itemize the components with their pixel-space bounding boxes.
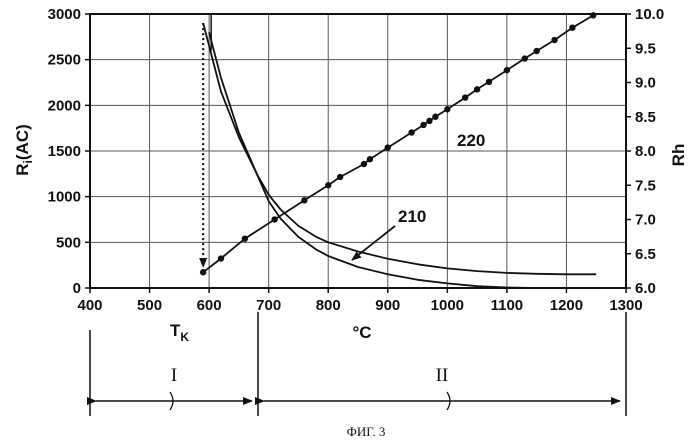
x-axis: 400 500 600 700 800 900 1000 1100 1200 1300 [77, 288, 642, 314]
data-point [271, 216, 277, 222]
y-left-tick-label: 3000 [48, 6, 81, 23]
y-right-tick-label: 6.0 [635, 280, 656, 297]
data-point [569, 25, 575, 31]
data-point [474, 86, 480, 92]
data-point [590, 12, 596, 18]
y-axis-left-label: Ri(AC) [13, 124, 35, 176]
data-point [432, 114, 438, 120]
y-right-tick-label: 7.5 [635, 177, 656, 194]
data-point [325, 182, 331, 188]
data-point [533, 48, 539, 54]
y-left-tick-label: 2500 [48, 52, 81, 69]
y-left-tick-label: 500 [56, 234, 81, 251]
y-left-tick-label: 2000 [48, 97, 81, 114]
line-220-label: 220 [457, 131, 485, 150]
figure-caption: ФИГ. 3 [347, 424, 386, 439]
y-left-tick-label: 1500 [48, 143, 81, 160]
y-left-tick-label: 1000 [48, 189, 81, 206]
grid [90, 14, 626, 288]
x-axis-label: °C [352, 323, 371, 342]
x-tick-label: 1000 [431, 297, 464, 314]
x-tick-label: 1300 [609, 297, 642, 314]
x-tick-label: 1200 [550, 297, 583, 314]
data-point [218, 255, 224, 261]
y-axis-right: 6.0 6.5 7.0 7.5 8.0 8.5 9.0 9.5 10.0 [626, 6, 664, 297]
data-point [522, 55, 528, 61]
curve-210-label: 210 [398, 207, 426, 226]
data-point [486, 79, 492, 85]
series-line-210 [203, 23, 596, 274]
y-left-tick-label: 0 [73, 280, 81, 297]
x-tick-label: 600 [197, 297, 222, 314]
data-point [337, 174, 343, 180]
x-tick-label: 500 [137, 297, 162, 314]
y-right-tick-label: 7.0 [635, 212, 656, 229]
data-point [504, 67, 510, 73]
data-point [301, 197, 307, 203]
y-axis-right-label: Rh [669, 144, 688, 167]
data-point [367, 156, 373, 162]
series-line-220 [203, 15, 593, 272]
tk-label: TK [170, 321, 189, 344]
data-point [444, 106, 450, 112]
region-1-label: I [171, 365, 177, 386]
y-right-tick-label: 9.5 [635, 40, 656, 57]
data-point [426, 118, 432, 124]
data-point [462, 94, 468, 100]
y-right-tick-label: 8.0 [635, 143, 656, 160]
data-point [408, 129, 414, 135]
series-line-curve-2 [209, 32, 596, 288]
x-tick-label: 800 [316, 297, 341, 314]
data-point [361, 161, 367, 167]
x-tick-label: 900 [375, 297, 400, 314]
y-axis-left: 0 500 1000 1500 2000 2500 3000 [48, 6, 90, 297]
data-point [420, 122, 426, 128]
y-right-tick-label: 6.5 [635, 246, 656, 263]
y-right-tick-label: 9.0 [635, 75, 656, 92]
y-right-tick-label: 8.5 [635, 109, 656, 126]
y-right-tick-label: 10.0 [635, 6, 664, 23]
data-point [551, 37, 557, 43]
series-layer [200, 12, 596, 288]
region-2-label: II [436, 365, 449, 386]
x-tick-label: 700 [256, 297, 281, 314]
x-tick-label: 400 [77, 297, 102, 314]
data-point [242, 235, 248, 241]
data-point [385, 144, 391, 150]
data-point [200, 269, 206, 275]
x-tick-label: 1100 [491, 297, 524, 314]
